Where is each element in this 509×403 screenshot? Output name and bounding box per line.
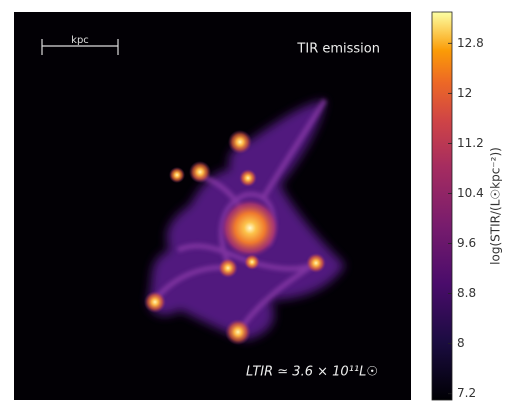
colorbar-label: log(STIR/(L☉kpc⁻²)) [489, 147, 503, 265]
colorbar-tick-label: 8.8 [457, 286, 476, 300]
colorbar-tick-label: 10.4 [457, 186, 484, 200]
colorbar-tick-label: 12 [457, 86, 472, 100]
colorbar-tick-label: 11.2 [457, 136, 484, 150]
luminosity-label: LTIR ≃ 3.6 × 10¹¹L☉ [246, 365, 378, 380]
colorbar-tick-label: 12.8 [457, 36, 484, 50]
figure: kpc TIR emission LTIR ≃ 3.6 × 10¹¹L☉ log… [0, 0, 509, 403]
panel-title: TIR emission [296, 42, 380, 57]
scale-bar-label: kpc [71, 35, 89, 46]
colorbar-tick-label: 8 [457, 336, 465, 350]
colorbar [432, 12, 452, 400]
colorbar-tick-label: 9.6 [457, 236, 476, 250]
colorbar-tick-label: 7.2 [457, 386, 476, 400]
